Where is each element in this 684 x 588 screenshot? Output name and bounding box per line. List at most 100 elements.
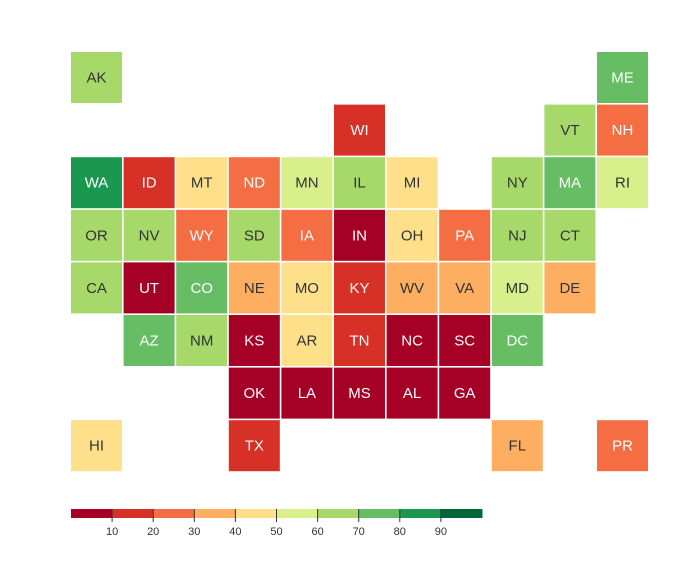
state-label: KY	[349, 280, 369, 297]
state-label: WV	[400, 280, 424, 297]
state-tile	[123, 209, 175, 261]
state-tile	[386, 157, 438, 209]
state-tile	[597, 52, 648, 103]
state-tile	[71, 262, 122, 314]
state-tile	[386, 367, 438, 419]
state-label: WA	[85, 175, 109, 192]
legend-tick-label: 40	[229, 526, 241, 538]
state-label: MS	[348, 385, 371, 402]
state-tile	[544, 209, 596, 261]
state-label: OH	[401, 227, 424, 244]
state-tile	[123, 315, 175, 366]
state-tile	[597, 420, 648, 472]
legend-tick-label: 80	[394, 526, 406, 538]
state-tile	[228, 262, 280, 314]
state-tile	[123, 157, 175, 209]
legend-swatch	[194, 509, 236, 518]
legend-tick-label: 10	[106, 526, 118, 538]
state-tile	[228, 157, 280, 209]
state-tile	[491, 315, 543, 366]
state-label: HI	[89, 438, 104, 455]
state-tile	[597, 157, 648, 209]
state-tile	[281, 315, 333, 366]
state-label: IN	[352, 227, 367, 244]
legend-swatch	[276, 509, 319, 518]
state-label: MN	[295, 175, 318, 192]
state-label: CA	[86, 280, 107, 297]
state-tile	[491, 209, 543, 261]
state-tile	[334, 209, 385, 261]
state-label: RI	[615, 175, 630, 192]
state-tile	[334, 104, 385, 156]
state-tile	[597, 104, 648, 156]
state-tile	[281, 262, 333, 314]
state-label: IL	[353, 175, 366, 192]
state-tile	[281, 209, 333, 261]
state-tile	[176, 315, 228, 366]
state-tile	[176, 262, 228, 314]
state-label: PR	[612, 438, 633, 455]
state-label: MT	[191, 175, 213, 192]
state-label: CT	[560, 227, 580, 244]
state-tile	[439, 209, 491, 261]
legend-tick-label: 50	[270, 526, 282, 538]
state-label: AL	[403, 385, 421, 402]
state-tile	[544, 262, 596, 314]
state-tile	[71, 157, 122, 209]
legend-tick-label: 20	[147, 526, 159, 538]
state-label: ME	[611, 69, 634, 86]
state-tile	[123, 262, 175, 314]
state-tile	[491, 420, 543, 472]
state-tile	[439, 367, 491, 419]
state-label: WI	[350, 122, 368, 139]
state-tile	[71, 52, 122, 103]
state-tile	[386, 315, 438, 366]
state-label: VT	[560, 122, 579, 139]
legend-swatch	[317, 509, 360, 518]
state-tile	[334, 262, 385, 314]
state-tile	[228, 367, 280, 419]
state-label: NV	[139, 227, 160, 244]
state-tile	[491, 262, 543, 314]
legend-tick-label: 90	[435, 526, 447, 538]
state-label: MD	[506, 280, 529, 297]
legend-swatch	[112, 509, 154, 518]
state-label: LA	[298, 385, 316, 402]
legend-tick-label: 70	[353, 526, 365, 538]
state-tile	[334, 315, 385, 366]
state-tile	[491, 157, 543, 209]
legend-tick-label: 60	[311, 526, 323, 538]
state-tile	[386, 209, 438, 261]
state-tile	[228, 315, 280, 366]
state-tile	[71, 209, 122, 261]
legend-swatch	[71, 509, 113, 518]
state-label: AK	[86, 69, 106, 86]
state-label: UT	[139, 280, 159, 297]
state-label: OR	[85, 227, 108, 244]
state-label: AZ	[140, 332, 159, 349]
legend-swatch	[153, 509, 195, 518]
state-label: NC	[401, 332, 423, 349]
state-tile	[176, 209, 228, 261]
state-tile	[544, 104, 596, 156]
state-label: IA	[300, 227, 314, 244]
state-label: SD	[244, 227, 265, 244]
state-tile	[544, 157, 596, 209]
state-label: NM	[190, 332, 213, 349]
state-label: FL	[509, 438, 527, 455]
state-tile	[176, 157, 228, 209]
state-tile	[228, 209, 280, 261]
state-label: KS	[244, 332, 264, 349]
legend-swatch	[235, 509, 277, 518]
state-tile	[228, 420, 280, 472]
state-label: WY	[190, 227, 214, 244]
state-label: TX	[245, 438, 264, 455]
legend-tick-label: 30	[188, 526, 200, 538]
state-label: MI	[404, 175, 421, 192]
state-label: ID	[142, 175, 157, 192]
state-label: VA	[455, 280, 474, 297]
state-label: NJ	[508, 227, 526, 244]
state-label: NH	[612, 122, 634, 139]
legend-swatch	[440, 509, 483, 518]
